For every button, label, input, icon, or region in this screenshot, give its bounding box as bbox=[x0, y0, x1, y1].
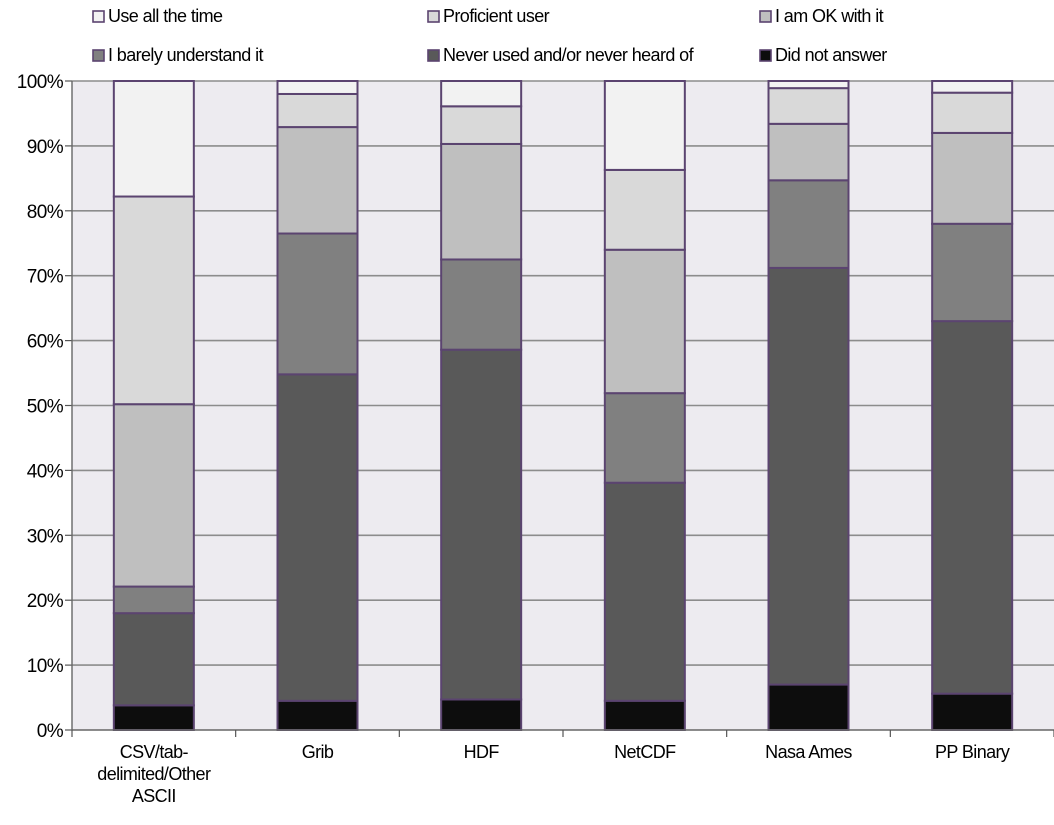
bar-segment bbox=[767, 87, 850, 125]
legend-swatch bbox=[92, 10, 105, 23]
bar-stack bbox=[767, 80, 850, 732]
y-tick-label: 20% bbox=[27, 591, 64, 612]
legend-item: Proficient user bbox=[427, 6, 550, 26]
bar-segment bbox=[440, 142, 523, 261]
bar-segment bbox=[276, 373, 359, 702]
x-category-label: delimited/Other bbox=[97, 764, 211, 784]
legend-swatch bbox=[759, 49, 772, 62]
bar-segment bbox=[276, 699, 359, 731]
bar-segment bbox=[112, 704, 195, 732]
bar-segment bbox=[276, 126, 359, 235]
bar-segment bbox=[112, 585, 195, 615]
bar-segment bbox=[931, 91, 1014, 134]
bar-segment bbox=[603, 699, 686, 731]
x-category-label: PP Binary bbox=[935, 742, 1010, 762]
axes: 0% 10% 20% 30% 40% 50% 60% 70% 80% 90% 100% CSV/tab… bbox=[17, 72, 1054, 806]
bar-segment bbox=[603, 168, 686, 251]
bar-segment bbox=[112, 612, 195, 707]
legend-swatch bbox=[427, 49, 440, 62]
legend-label: Proficient user bbox=[443, 6, 550, 26]
legend-item: I am OK with it bbox=[759, 6, 884, 26]
bar-segment bbox=[440, 105, 523, 145]
y-tick-label: 50% bbox=[27, 397, 64, 418]
bars bbox=[112, 80, 1014, 732]
legend-label: Did not answer bbox=[775, 45, 887, 65]
bar-segment bbox=[931, 692, 1014, 732]
bar-segment bbox=[603, 248, 686, 395]
legend-item: I barely understand it bbox=[92, 45, 264, 65]
legend-item: Did not answer bbox=[759, 45, 888, 65]
x-category-label: NetCDF bbox=[614, 742, 676, 762]
legend-label: I barely understand it bbox=[108, 45, 263, 65]
bar-segment bbox=[931, 320, 1014, 695]
legend-swatch bbox=[92, 49, 105, 62]
gridlines bbox=[72, 80, 1054, 666]
bar-segment bbox=[440, 80, 523, 108]
bar-segment bbox=[112, 80, 195, 198]
legend-label: Use all the time bbox=[108, 6, 223, 26]
bar-segment bbox=[112, 403, 195, 588]
legend-label: Never used and/or never heard of bbox=[443, 45, 695, 65]
legend-item: Use all the time bbox=[92, 6, 224, 26]
bar-segment bbox=[112, 195, 195, 406]
y-tick-label: 70% bbox=[27, 267, 64, 288]
bar-segment bbox=[603, 392, 686, 484]
bar-stack bbox=[276, 80, 359, 731]
legend: Use all the time Proficient user I am OK w… bbox=[92, 6, 888, 65]
bar-stack bbox=[440, 80, 523, 732]
bar-segment bbox=[931, 80, 1014, 94]
bar-segment bbox=[276, 92, 359, 129]
bar-segment bbox=[603, 481, 686, 702]
bar-segment bbox=[767, 179, 850, 269]
legend-swatch bbox=[427, 10, 440, 23]
bar-stack bbox=[112, 80, 195, 732]
bar-segment bbox=[931, 131, 1014, 225]
bar-segment bbox=[767, 266, 850, 686]
y-tick-label: 90% bbox=[27, 137, 64, 158]
x-category-label: Nasa Ames bbox=[765, 742, 852, 762]
y-tick-label: 80% bbox=[27, 202, 64, 223]
bar-segment bbox=[931, 222, 1014, 323]
bar-segment bbox=[276, 80, 359, 95]
bar-segment bbox=[440, 348, 523, 701]
legend-swatch bbox=[759, 10, 772, 23]
bar-segment bbox=[767, 683, 850, 732]
y-tick-label: 30% bbox=[27, 526, 64, 547]
bar-segment bbox=[767, 122, 850, 182]
y-tick-label: 100% bbox=[17, 72, 64, 93]
bar-segment bbox=[440, 698, 523, 732]
bar-stack bbox=[931, 80, 1014, 732]
x-category-label: CSV/tab- bbox=[120, 742, 189, 762]
bar-stack bbox=[603, 80, 686, 731]
x-category-label: HDF bbox=[464, 742, 500, 762]
y-tick-label: 10% bbox=[27, 656, 64, 677]
y-tick-label: 40% bbox=[27, 461, 64, 482]
x-category-label: ASCII bbox=[132, 786, 176, 806]
bar-segment bbox=[603, 80, 686, 171]
y-tick-label: 60% bbox=[27, 332, 64, 353]
bar-segment bbox=[440, 258, 523, 351]
legend-item: Never used and/or never heard of bbox=[427, 45, 695, 65]
legend-label: I am OK with it bbox=[775, 6, 884, 26]
bar-segment bbox=[276, 232, 359, 376]
bar-segment bbox=[767, 80, 850, 90]
x-category-label: Grib bbox=[302, 742, 334, 762]
y-tick-label: 0% bbox=[37, 721, 64, 742]
